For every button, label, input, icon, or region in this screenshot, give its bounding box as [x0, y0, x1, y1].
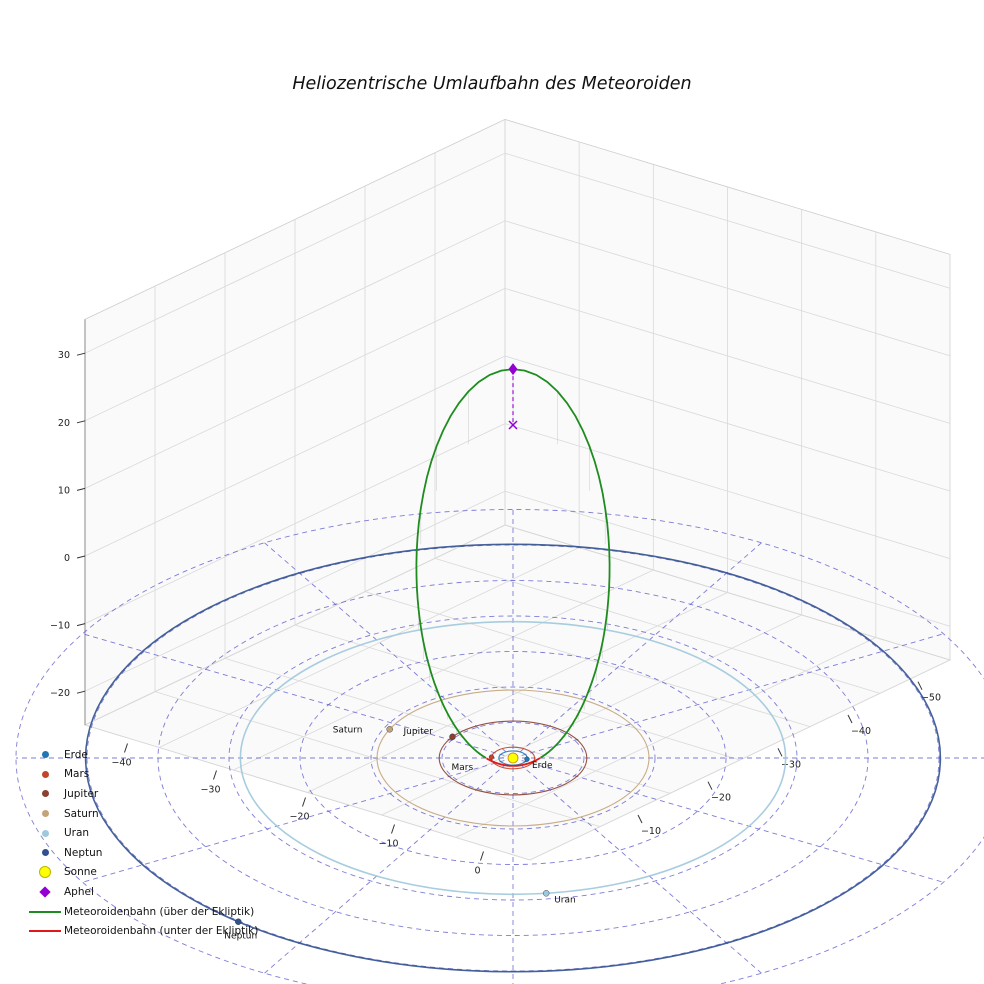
- legend-line-marker: [29, 930, 61, 933]
- sun-marker: [507, 752, 519, 764]
- legend-label: Meteoroidenbahn (über der Ekliptik): [64, 905, 255, 918]
- legend-label: Mars: [64, 768, 90, 781]
- legend: Erde Mars Jupiter Saturn Uran Neptun Sonne Aphe…: [26, 747, 258, 939]
- meteoroid-orbit-below: [485, 757, 541, 767]
- legend-dot-marker: [41, 790, 49, 798]
- legend-label: Aphel: [64, 885, 94, 898]
- tick-label: 30: [58, 350, 70, 361]
- legend-marker-box: [26, 910, 64, 913]
- planet-marker-neptun: [235, 918, 242, 925]
- legend-label: Meteoroidenbahn (unter der Ekliptik): [64, 925, 259, 938]
- legend-label: Sonne: [64, 866, 97, 879]
- legend-item: Neptun: [26, 845, 258, 861]
- legend-dot-marker: [41, 751, 49, 759]
- planet-label-erde: Erde: [532, 761, 553, 771]
- planet-label-uran: Uran: [554, 895, 576, 905]
- chart-title: Heliozentrische Umlaufbahn des Meteoroid…: [292, 74, 692, 94]
- tick-label: −30: [200, 785, 220, 796]
- planet-marker-uran: [543, 890, 550, 897]
- tick-label: −30: [781, 759, 801, 770]
- tick-label: −50: [921, 693, 941, 704]
- legend-dot-marker: [41, 770, 49, 778]
- planet-label-jupiter: Jupiter: [403, 727, 434, 737]
- aphel-marker: [508, 363, 518, 376]
- legend-line-marker: [29, 910, 61, 913]
- tick-label: −20: [289, 812, 309, 823]
- tick-label: −10: [50, 621, 70, 632]
- tick-label: 10: [58, 485, 70, 496]
- legend-item: Jupiter: [26, 786, 258, 802]
- planet-label-neptun: Neptun: [224, 932, 257, 942]
- planet-label-saturn: Saturn: [333, 725, 363, 735]
- tick-label: −10: [378, 839, 398, 850]
- legend-dot-marker: [41, 829, 49, 837]
- legend-item: Aphel: [26, 884, 258, 900]
- tick-label: 0: [474, 866, 480, 877]
- legend-marker-box: [26, 930, 64, 933]
- legend-marker-box: [26, 810, 64, 818]
- meteoroid-orbit-above: [415, 368, 611, 759]
- legend-marker-box: [26, 886, 64, 898]
- planet-marker-saturn: [386, 726, 393, 733]
- orbit-saturn: [376, 689, 650, 827]
- planet-label-mars: Mars: [452, 763, 474, 773]
- orbit-neptun: [84, 543, 942, 973]
- axis-ticks: −40 −30 −20 −10 0 −50 −40 −30 −20 −10 30 20 10 0 −10 −2…: [50, 350, 941, 876]
- legend-circle-large-marker: [39, 866, 51, 879]
- legend-item: Mars: [26, 767, 258, 783]
- legend-marker-box: [26, 751, 64, 759]
- legend-item: Erde: [26, 747, 258, 763]
- legend-item: Uran: [26, 825, 258, 841]
- legend-marker-box: [26, 866, 64, 879]
- legend-item: Meteoroidenbahn (über der Ekliptik): [26, 904, 258, 920]
- tick-label: −40: [851, 726, 871, 737]
- tick-label: −40: [111, 758, 131, 769]
- legend-label: Uran: [64, 827, 90, 840]
- legend-label: Jupiter: [64, 787, 99, 800]
- tick-label: 0: [64, 553, 70, 564]
- legend-label: Saturn: [64, 807, 99, 820]
- planet-orbits: [84, 543, 942, 973]
- planet-marker-mars: [488, 754, 495, 760]
- planet-markers: Erde Mars Jupiter Saturn Uran Neptun: [224, 725, 575, 941]
- meteoroid-orbit: [415, 363, 611, 767]
- legend-marker-box: [26, 770, 64, 778]
- axes-panes: [83, 118, 952, 861]
- legend-dot-marker: [41, 849, 49, 857]
- sun-group: [507, 752, 519, 764]
- legend-diamond-marker: [39, 886, 51, 898]
- legend-dot-marker: [41, 810, 49, 818]
- tick-label: −10: [641, 826, 661, 837]
- planet-marker-erde: [524, 756, 530, 762]
- legend-label: Neptun: [64, 846, 103, 859]
- planet-marker-jupiter: [449, 733, 456, 740]
- legend-item: Meteoroidenbahn (unter der Ekliptik): [26, 923, 258, 939]
- tick-label: 20: [58, 418, 70, 429]
- tick-label: −20: [711, 793, 731, 804]
- legend-marker-box: [26, 829, 64, 837]
- orbit-jupiter: [438, 720, 588, 796]
- legend-item: Saturn: [26, 806, 258, 822]
- ecliptic-grid: [15, 509, 984, 984]
- tick-label: −20: [50, 688, 70, 699]
- legend-label: Erde: [64, 748, 88, 761]
- orbit-uran: [239, 620, 787, 896]
- aphel-projection-marker: [508, 420, 518, 430]
- legend-marker-box: [26, 849, 64, 857]
- legend-item: Sonne: [26, 865, 258, 881]
- legend-marker-box: [26, 790, 64, 798]
